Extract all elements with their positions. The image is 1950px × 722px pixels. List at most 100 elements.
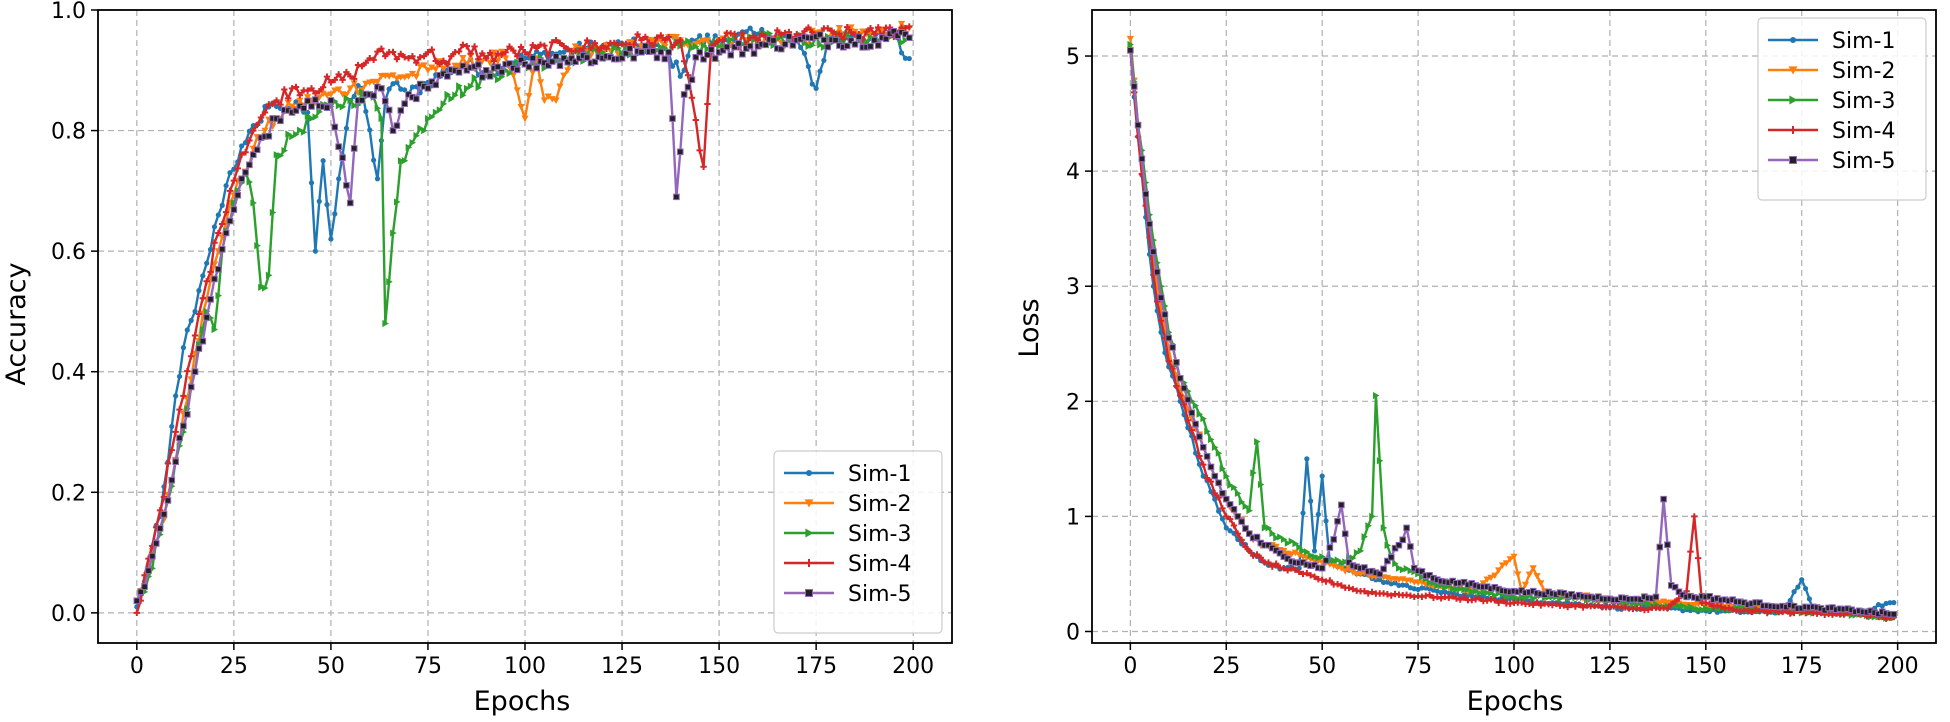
data-point (1215, 449, 1223, 457)
data-point (638, 36, 645, 44)
data-point (1246, 547, 1253, 555)
legend-marker (1789, 126, 1797, 134)
data-point (684, 72, 692, 79)
data-point (1403, 564, 1411, 573)
data-point (817, 68, 823, 74)
data-point (215, 265, 222, 273)
data-point (459, 55, 467, 62)
x-tick-label: 200 (892, 654, 934, 679)
data-point (331, 76, 338, 84)
data-point (459, 41, 467, 49)
data-point (739, 30, 746, 37)
data-point (347, 199, 354, 207)
data-point (642, 33, 649, 41)
data-point (222, 208, 230, 216)
data-point (382, 319, 389, 328)
series-sim-5 (133, 27, 913, 605)
data-point (1396, 564, 1403, 572)
data-point (832, 36, 839, 44)
data-point (304, 97, 311, 105)
data-point (1226, 515, 1234, 523)
data-point (293, 130, 300, 138)
data-point (731, 30, 738, 38)
data-point (1196, 433, 1203, 440)
data-point (486, 72, 494, 80)
data-point (750, 32, 758, 40)
data-point (1802, 585, 1809, 592)
data-point (416, 63, 424, 71)
loss-x-axis-label: Epochs (1467, 686, 1564, 717)
data-point (1230, 505, 1238, 513)
y-tick-label: 1 (1066, 505, 1080, 530)
data-point (1518, 593, 1526, 601)
data-point (1326, 544, 1334, 551)
data-point (444, 61, 451, 68)
data-point (316, 198, 322, 204)
data-point (486, 49, 494, 57)
data-point (1338, 582, 1345, 589)
data-point (304, 94, 312, 101)
data-point (502, 49, 509, 56)
data-point (401, 157, 409, 165)
data-point (389, 72, 397, 79)
data-point (413, 132, 420, 140)
data-point (439, 65, 448, 73)
data-point (436, 60, 443, 68)
data-point (1656, 600, 1664, 607)
data-point (226, 187, 234, 195)
data-point (192, 308, 198, 315)
x-tick-label: 150 (1685, 654, 1727, 679)
data-point (1292, 566, 1299, 573)
data-point (246, 137, 253, 144)
data-point (634, 31, 641, 38)
legend-label: Sim-4 (848, 552, 911, 577)
data-point (460, 91, 467, 99)
data-point (409, 53, 416, 60)
data-point (253, 146, 261, 154)
data-point (536, 79, 545, 86)
y-tick-label: 0.2 (51, 481, 86, 506)
data-point (1829, 611, 1836, 618)
data-point (1211, 472, 1219, 480)
data-point (1176, 374, 1184, 382)
data-point (677, 73, 683, 79)
data-point (1204, 427, 1211, 436)
data-point (342, 91, 351, 99)
x-tick-label: 0 (1123, 654, 1137, 679)
data-point (669, 44, 676, 51)
data-point (1483, 576, 1491, 583)
data-point (1146, 220, 1153, 228)
data-point (386, 86, 392, 92)
legend-label: Sim-2 (848, 492, 911, 517)
data-point (490, 57, 498, 65)
data-point (269, 208, 277, 217)
data-point (343, 68, 350, 76)
data-point (1287, 551, 1296, 558)
data-point (1675, 595, 1683, 602)
data-point (350, 80, 358, 87)
data-point (1449, 585, 1457, 593)
data-point (700, 163, 707, 170)
data-point (227, 170, 233, 176)
data-point (501, 55, 510, 62)
data-point (1326, 577, 1334, 584)
data-point (750, 50, 758, 57)
data-point (1468, 588, 1476, 596)
data-point (285, 130, 292, 138)
data-point (1211, 443, 1219, 451)
data-point (886, 24, 894, 31)
data-point (828, 27, 835, 34)
data-point (323, 73, 331, 80)
data-point (506, 43, 513, 50)
data-point (1246, 507, 1253, 515)
data-point (188, 317, 194, 324)
data-point (1304, 456, 1310, 462)
data-point (343, 125, 350, 131)
data-point (712, 33, 718, 39)
data-point (1518, 599, 1525, 606)
data-point (1656, 543, 1664, 551)
data-point (490, 49, 498, 57)
data-point (556, 62, 564, 69)
data-point (223, 183, 229, 189)
legend-item-sim-5: Sim-5 (1768, 149, 1895, 174)
